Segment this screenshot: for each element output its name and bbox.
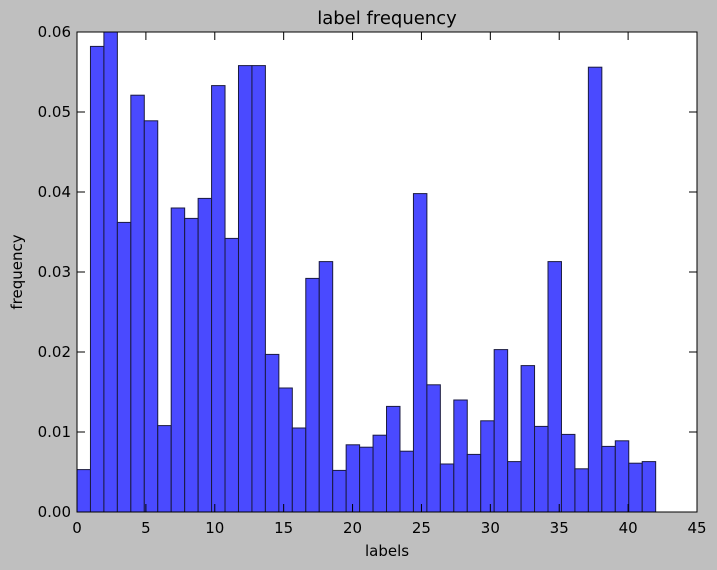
x-tick-label: 10 bbox=[205, 519, 224, 537]
bar bbox=[291, 427, 307, 513]
x-tick-label: 5 bbox=[141, 519, 151, 537]
bar bbox=[116, 221, 132, 513]
x-tick-label: 45 bbox=[687, 519, 706, 537]
x-axis-label: labels bbox=[365, 542, 409, 560]
bar bbox=[480, 420, 495, 513]
bar bbox=[453, 399, 468, 513]
bar bbox=[614, 440, 630, 513]
y-tick-label: 0.04 bbox=[38, 183, 71, 201]
bar bbox=[211, 85, 226, 513]
bar bbox=[587, 66, 603, 513]
bar bbox=[372, 434, 388, 513]
bar bbox=[534, 425, 549, 513]
bar bbox=[439, 463, 455, 513]
bar bbox=[237, 65, 253, 513]
bar bbox=[278, 387, 293, 513]
bar bbox=[601, 445, 616, 513]
bar bbox=[386, 405, 401, 513]
bar bbox=[89, 45, 105, 513]
bar bbox=[641, 461, 657, 513]
y-tick-label: 0.00 bbox=[38, 503, 71, 521]
x-tick-label: 35 bbox=[550, 519, 569, 537]
bar bbox=[426, 384, 441, 513]
bar bbox=[197, 197, 213, 513]
y-tick-label: 0.05 bbox=[38, 103, 71, 121]
bar bbox=[359, 446, 374, 513]
chart-title: label frequency bbox=[317, 8, 457, 29]
bar bbox=[332, 469, 347, 513]
bar bbox=[264, 353, 280, 513]
bar bbox=[560, 433, 576, 513]
bar bbox=[399, 450, 414, 513]
bar bbox=[170, 207, 186, 513]
bar bbox=[507, 461, 522, 513]
x-tick-label: 25 bbox=[412, 519, 431, 537]
bar bbox=[184, 217, 199, 513]
bar bbox=[103, 31, 118, 513]
bar bbox=[466, 453, 482, 513]
bar bbox=[224, 237, 239, 513]
y-tick-label: 0.03 bbox=[38, 263, 71, 281]
bar bbox=[547, 261, 562, 513]
bar bbox=[412, 193, 428, 513]
bar bbox=[318, 261, 334, 513]
bar bbox=[130, 94, 145, 513]
bar bbox=[493, 349, 509, 513]
y-tick-label: 0.01 bbox=[38, 423, 71, 441]
x-tick-label: 20 bbox=[343, 519, 362, 537]
x-tick-label: 15 bbox=[274, 519, 293, 537]
x-tick-label: 40 bbox=[619, 519, 638, 537]
y-tick-label: 0.06 bbox=[38, 23, 71, 41]
bar bbox=[574, 468, 589, 513]
y-axis-label: frequency bbox=[8, 234, 26, 309]
bar bbox=[157, 425, 172, 513]
bar bbox=[628, 462, 643, 513]
bar bbox=[143, 120, 159, 513]
y-tick-label: 0.02 bbox=[38, 343, 71, 361]
x-tick-label: 30 bbox=[481, 519, 500, 537]
bar bbox=[76, 469, 91, 513]
bar bbox=[251, 65, 266, 513]
bar bbox=[345, 444, 361, 513]
x-tick-label: 0 bbox=[72, 519, 82, 537]
bar bbox=[305, 277, 320, 513]
bar bbox=[520, 365, 536, 513]
